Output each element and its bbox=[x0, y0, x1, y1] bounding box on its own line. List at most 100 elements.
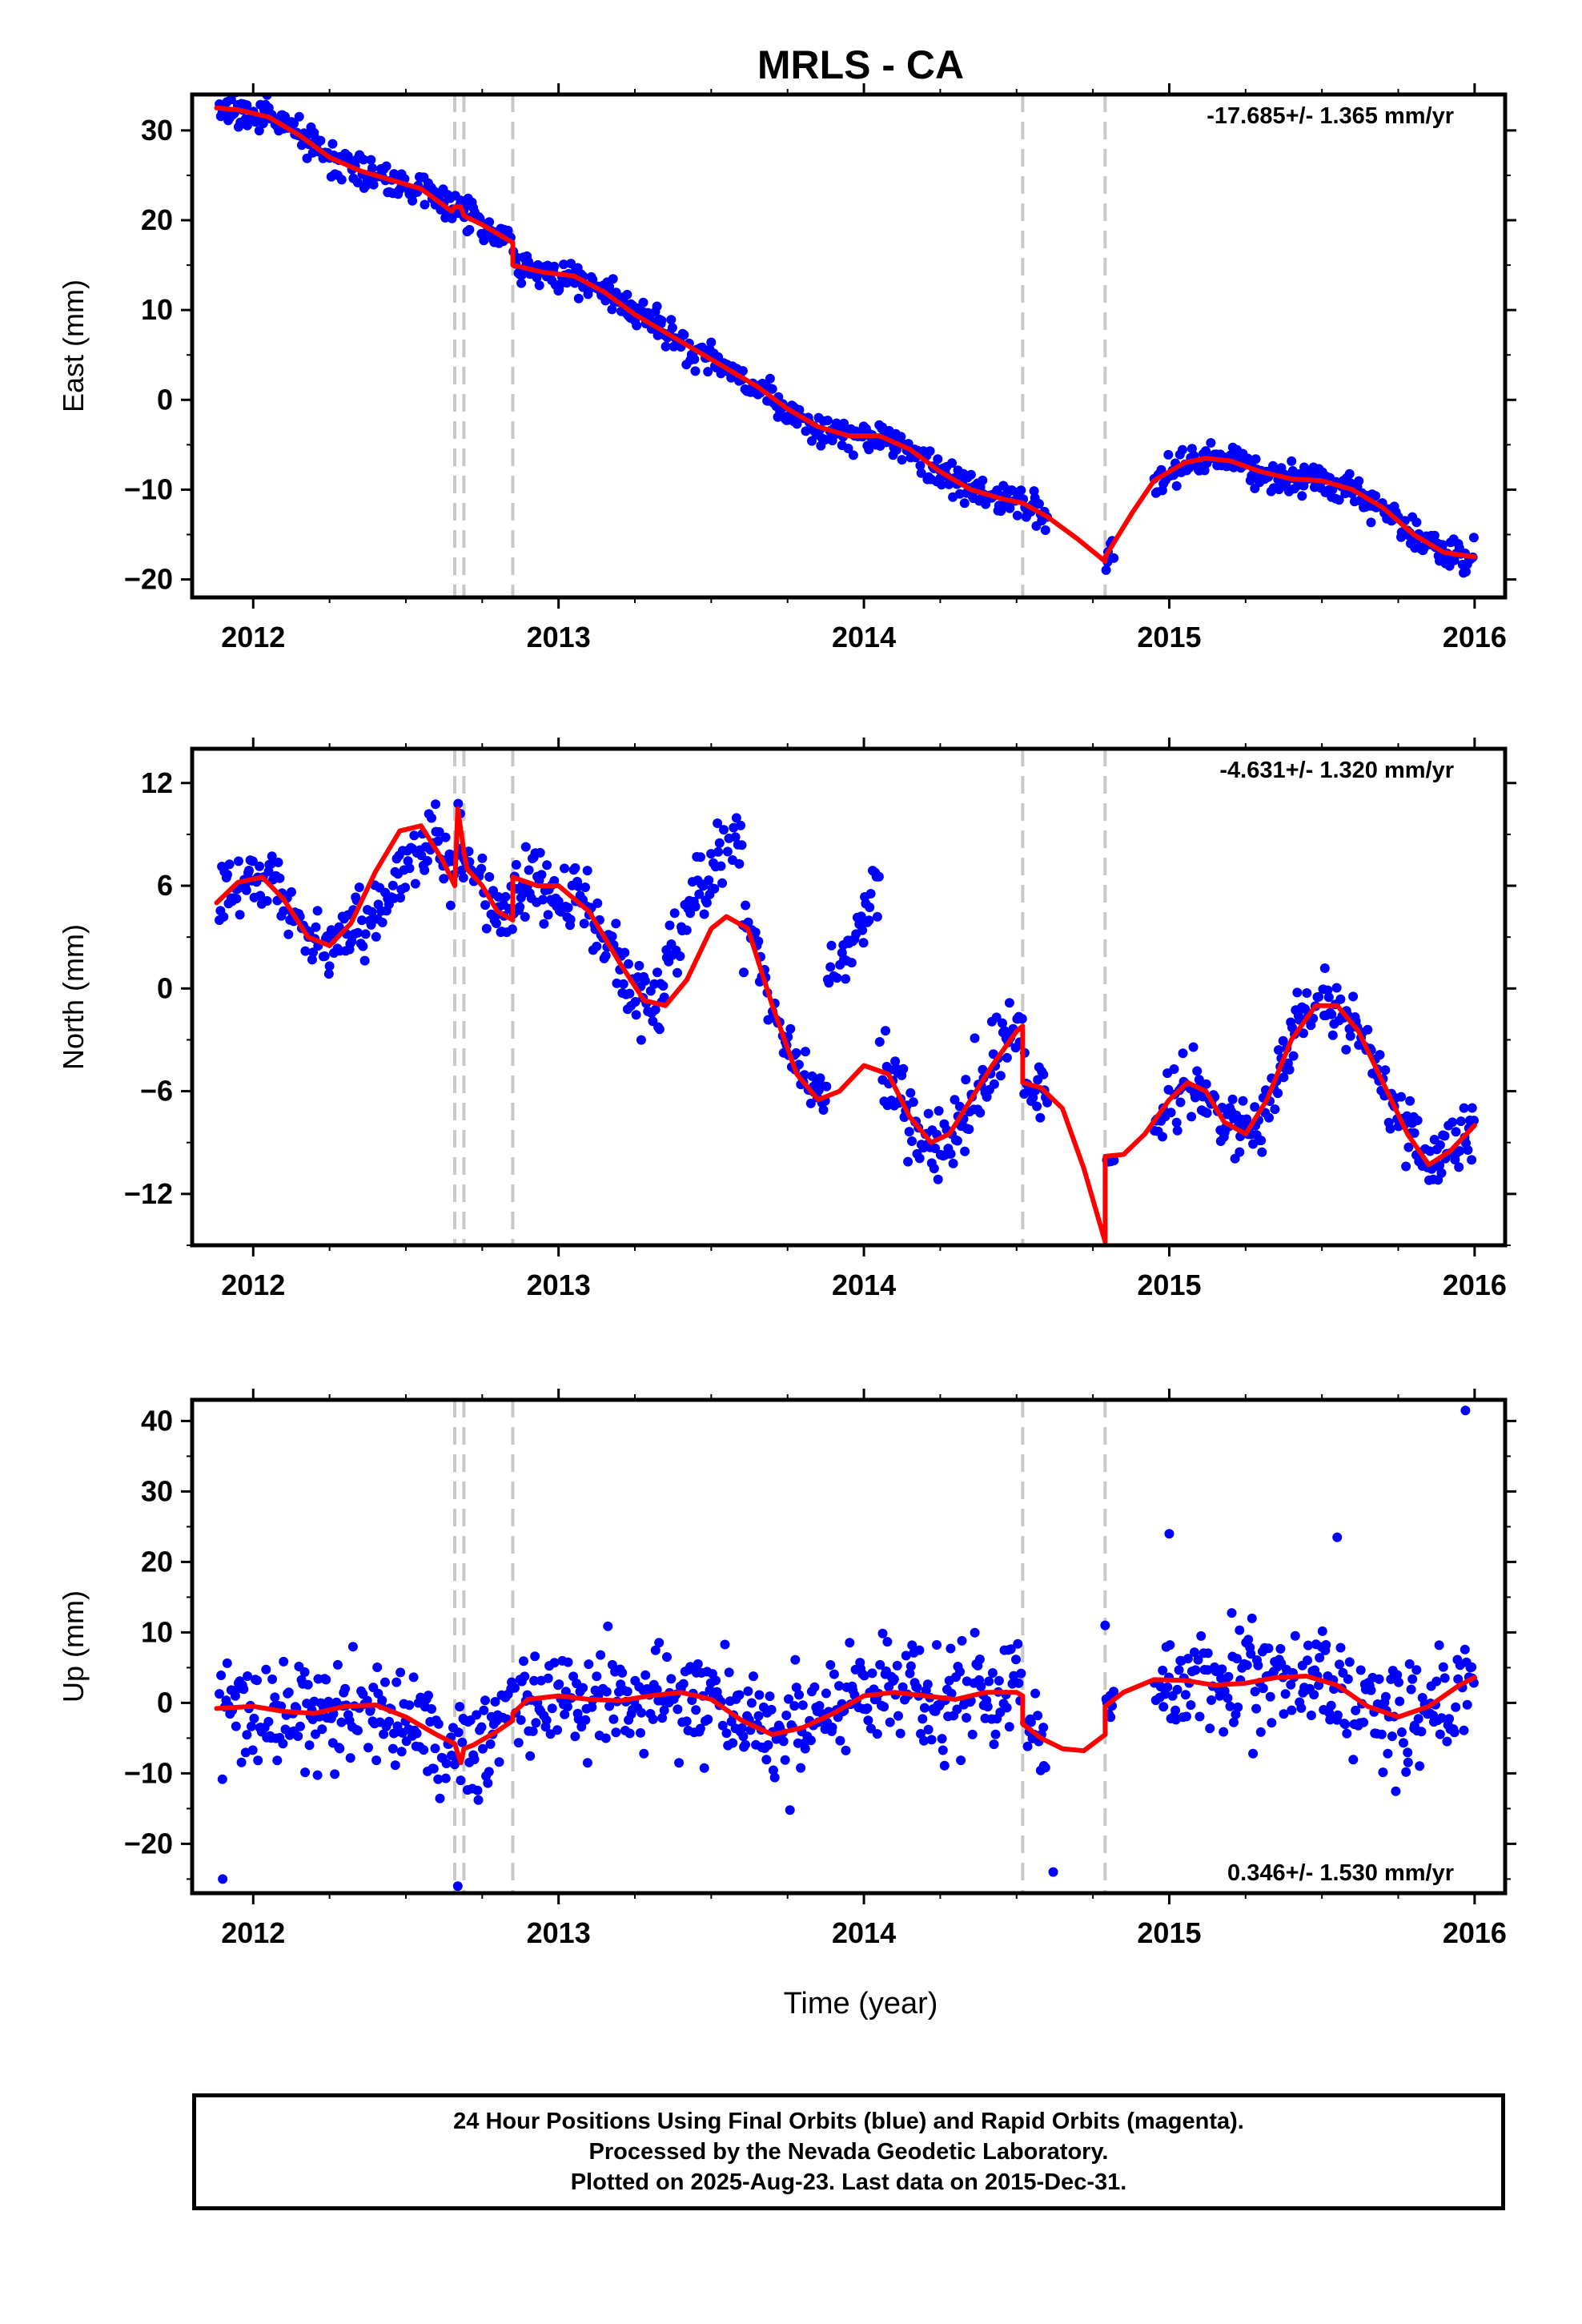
east-data-point bbox=[484, 217, 495, 227]
up-data-point bbox=[1182, 1711, 1191, 1722]
up-data-point bbox=[455, 1702, 465, 1712]
east-data-point bbox=[706, 337, 717, 348]
north-data-point bbox=[520, 911, 530, 922]
up-points bbox=[215, 1608, 1479, 1815]
east-data-point bbox=[381, 161, 391, 171]
north-fit-curve bbox=[214, 806, 1477, 1244]
north-data-point bbox=[929, 1164, 939, 1174]
up-data-point bbox=[859, 1671, 869, 1681]
up-data-point bbox=[456, 1775, 466, 1786]
up-data-point bbox=[1395, 1696, 1405, 1707]
north-data-point bbox=[1175, 1097, 1186, 1108]
up-data-point bbox=[483, 1778, 493, 1788]
north-data-point bbox=[989, 1079, 999, 1089]
up-data-point bbox=[270, 1692, 280, 1703]
up-data-point bbox=[674, 1758, 685, 1768]
footer-box: 24 Hour Positions Using Final Orbits (bl… bbox=[192, 2093, 1505, 2210]
up-data-point bbox=[1182, 1654, 1193, 1664]
north-data-point bbox=[1469, 1116, 1479, 1126]
up-data-point bbox=[984, 1676, 994, 1687]
up-data-point bbox=[989, 1739, 999, 1750]
up-data-point bbox=[1392, 1670, 1403, 1680]
east-data-point bbox=[516, 278, 527, 288]
east-fit-curve bbox=[214, 105, 1477, 565]
north-data-point bbox=[607, 931, 617, 942]
up-data-point bbox=[939, 1760, 950, 1771]
up-data-point bbox=[738, 1731, 749, 1742]
north-data-point bbox=[1284, 1064, 1295, 1075]
up-data-point bbox=[603, 1621, 613, 1631]
north-data-point bbox=[243, 866, 254, 875]
north-data-point bbox=[856, 911, 866, 922]
up-data-point bbox=[1394, 1677, 1403, 1687]
north-y-axis-label: North (mm) bbox=[57, 924, 90, 1070]
up-data-point bbox=[478, 1743, 488, 1754]
north-data-point bbox=[857, 925, 868, 935]
up-data-point bbox=[1174, 1665, 1184, 1675]
up-data-point bbox=[863, 1715, 873, 1726]
up-data-point bbox=[554, 1679, 564, 1690]
north-data-point bbox=[319, 951, 330, 961]
up-data-point bbox=[380, 1677, 390, 1687]
north-data-point bbox=[549, 875, 560, 886]
east-data-point bbox=[652, 301, 662, 312]
east-data-point bbox=[1429, 530, 1439, 541]
north-data-point bbox=[520, 842, 531, 852]
north-data-point bbox=[665, 920, 675, 931]
up-ytick-label: −20 bbox=[124, 1827, 173, 1860]
east-data-point bbox=[289, 119, 299, 129]
north-data-point bbox=[825, 962, 836, 972]
north-data-point bbox=[858, 938, 869, 948]
up-data-point bbox=[1351, 1705, 1361, 1715]
up-data-point bbox=[794, 1690, 804, 1700]
up-data-point bbox=[525, 1751, 536, 1761]
up-data-point bbox=[636, 1727, 645, 1738]
east-data-point bbox=[534, 280, 544, 291]
north-data-point bbox=[538, 895, 548, 905]
east-data-point bbox=[294, 111, 304, 122]
up-data-point bbox=[317, 1724, 327, 1735]
north-data-point bbox=[307, 955, 317, 965]
up-data-point bbox=[321, 1675, 331, 1685]
up-data-point bbox=[1263, 1643, 1274, 1654]
north-data-point bbox=[701, 898, 712, 908]
north-data-point bbox=[255, 861, 265, 871]
up-data-point bbox=[1038, 1723, 1049, 1733]
east-data-point bbox=[464, 224, 475, 235]
up-data-point bbox=[892, 1660, 902, 1671]
up-data-point bbox=[766, 1704, 777, 1715]
north-data-point bbox=[445, 900, 456, 911]
north-data-point bbox=[353, 927, 363, 938]
north-data-point bbox=[934, 1106, 944, 1116]
up-data-point bbox=[907, 1640, 917, 1651]
north-data-point bbox=[1172, 1125, 1182, 1136]
up-data-point bbox=[889, 1674, 899, 1684]
up-ytick-label: 10 bbox=[141, 1615, 173, 1648]
up-data-point bbox=[1416, 1727, 1427, 1737]
up-data-point bbox=[552, 1725, 563, 1735]
east-data-point bbox=[243, 120, 252, 131]
up-data-point bbox=[657, 1713, 668, 1723]
north-data-point bbox=[458, 873, 468, 883]
up-data-point bbox=[371, 1755, 382, 1766]
up-data-point bbox=[791, 1683, 801, 1693]
north-data-point bbox=[1256, 1136, 1267, 1146]
up-data-point bbox=[345, 1753, 355, 1763]
up-data-point bbox=[1359, 1717, 1369, 1727]
up-outlier-point-0 bbox=[218, 1874, 228, 1884]
up-data-point bbox=[249, 1713, 259, 1723]
up-data-point bbox=[1223, 1693, 1233, 1703]
up-data-point bbox=[404, 1700, 415, 1711]
north-data-point bbox=[874, 1037, 885, 1047]
north-data-point bbox=[659, 992, 669, 1003]
east-data-point bbox=[1334, 495, 1344, 505]
up-data-point bbox=[304, 1740, 315, 1751]
up-outlier-point-5 bbox=[1048, 1867, 1058, 1877]
east-data-point bbox=[1438, 540, 1447, 550]
north-data-point bbox=[1459, 1103, 1469, 1113]
up-data-point bbox=[926, 1735, 937, 1745]
up-data-point bbox=[485, 1739, 496, 1749]
north-data-point bbox=[908, 1097, 918, 1108]
up-data-point bbox=[821, 1688, 831, 1699]
